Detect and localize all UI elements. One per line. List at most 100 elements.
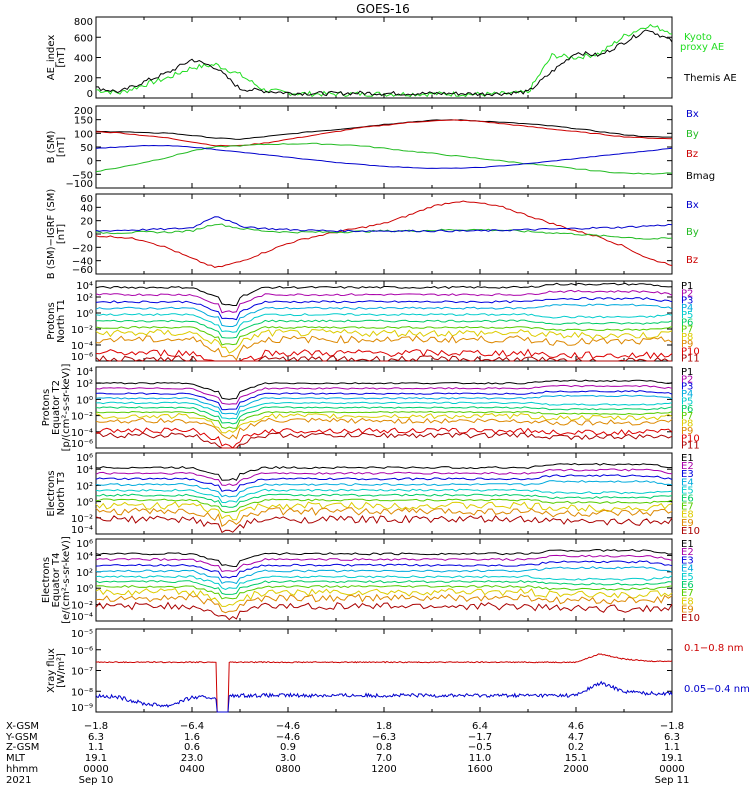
y-axis-label: Equator T4 [51,553,62,608]
series-proton-t1-channel-2 [95,289,673,314]
bottom-axis-value: −1.7 [468,732,492,743]
legend-label: P2 [681,374,693,385]
series-proton-t1-channel-6 [96,319,673,339]
series-proton-t2-channel-4 [95,394,673,416]
bottom-axis-value: 6.4 [472,721,488,732]
legend-label: E3 [681,469,694,480]
y-axis-label: North T1 [56,299,67,343]
y-tick-label: 800 [74,17,93,28]
series-proton-t1-channel-4 [95,303,673,327]
y-tick-label: 10⁻⁴ [71,341,93,352]
panel-frame-bsm [95,105,673,189]
series-dbx [95,216,673,233]
legend-label: P6 [681,404,693,415]
legend-label: E2 [681,461,694,472]
legend-db-2: Bz [686,255,698,266]
bottom-axis-value: 0.6 [184,742,200,753]
y-tick-label: 10⁻⁴ [71,612,93,623]
series-electron-t4-channel-7 [95,584,673,600]
legend-label: P10 [681,433,700,444]
series-proton-t2-channel-5 [95,401,673,420]
series-electron-t4-channel-3 [95,560,673,579]
y-tick-label: 10⁻² [71,325,93,336]
y-tick-label: 10⁴ [76,465,93,476]
legend-b-2: Bz [686,149,698,160]
bottom-axis-value: 1600 [467,764,492,775]
y-tick-label: 20 [80,217,93,228]
y-tick-label: 10⁰ [76,584,93,595]
bottom-axis-value: 1.1 [88,742,104,753]
series-electron-t4-channel-9 [95,593,673,614]
y-tick-label: 10⁶ [76,453,93,464]
legend-label: E7 [681,588,694,599]
panel-frame-ae [95,16,673,99]
series-proton-t1-channel-7 [95,325,673,346]
legend-label: P7 [681,411,693,422]
legend-xray-short: 0.05−0.4 nm [684,684,750,695]
y-tick-label: 10⁰ [76,395,93,406]
series-proton-t2-channel-7 [95,410,673,429]
legend-label: E9 [681,605,694,616]
bottom-axis-value: 0.2 [568,742,584,753]
series-electron-t4-channel-8 [95,588,673,607]
series-kyoto-ae [96,23,673,98]
legend-label: E6 [681,494,694,505]
series-electron-t4-channel-5 [95,575,673,591]
legend-label: P1 [681,367,693,378]
y-tick-label: 10² [76,293,93,304]
y-tick-label: 10⁻⁴ [71,428,93,439]
series-proton-t2-channel-9 [95,417,673,440]
y-tick-label: 10⁻⁵ [71,629,93,640]
y-tick-label: 10⁻² [71,601,93,612]
series-proton-t1-channel-10 [95,348,673,362]
bottom-axis-value: 0800 [275,764,300,775]
legend-label: P11 [681,441,700,452]
series-dbz [95,200,673,268]
legend-label: P11 [681,354,700,365]
legend-label: E2 [681,547,694,558]
bottom-axis-value: −4.6 [276,721,300,732]
y-tick-label: −100 [66,179,93,190]
bottom-row-label: 2021 [6,775,31,786]
legend-db-1: By [686,227,699,238]
bottom-axis-value: Sep 10 [79,775,114,786]
y-axis-label: [W/m²] [56,653,67,688]
bottom-row-label: Y-GSM [5,732,38,743]
y-tick-label: 10⁻² [71,412,93,423]
bottom-row-label: X-GSM [6,721,39,732]
y-tick-label: 60 [80,194,93,205]
y-tick-label: 10² [76,379,93,390]
series-proton-t2-channel-3 [95,390,673,411]
y-tick-label: 10⁰ [76,309,93,320]
y-axis-label: Protons [46,302,57,339]
y-axis-label: North T3 [56,472,67,516]
y-axis-label: [p/(cm²-s-sr-keV)] [61,364,72,452]
bottom-axis-value: 4.7 [568,732,584,743]
bottom-row-label: Z-GSM [6,742,39,753]
y-tick-label: −20 [72,243,93,254]
bottom-axis-value: 0.9 [280,742,296,753]
y-tick-label: 10² [76,568,93,579]
legend-label: E6 [681,580,694,591]
legend-label: E8 [681,596,694,607]
y-axis-label: B (SM)−IGRF (SM) [46,189,57,280]
y-tick-label: 40 [80,203,93,214]
y-tick-label: 10⁻⁶ [71,646,93,657]
y-tick-label: 10⁴ [76,367,93,378]
y-tick-label: 10⁴ [76,551,93,562]
legend-label: P4 [681,303,693,314]
bottom-row-label: hhmm [6,764,38,775]
legend-label: E3 [681,555,694,566]
bottom-axis-value: 19.1 [661,753,683,764]
y-tick-label: 10⁰ [76,498,93,509]
bottom-axis-value: 3.0 [280,753,296,764]
y-axis-label: [nT] [56,47,67,67]
bottom-axis-value: Sep 11 [655,775,690,786]
series-electron-t3-channel-8 [95,501,673,521]
y-axis-label: [nT] [56,224,67,244]
y-tick-label: 10⁻⁷ [71,667,93,678]
bottom-axis-value: −0.5 [468,742,492,753]
series-proton-t1-channel-3 [95,297,673,321]
y-tick-label: 10⁻⁴ [71,525,93,536]
series-bx [95,144,673,169]
